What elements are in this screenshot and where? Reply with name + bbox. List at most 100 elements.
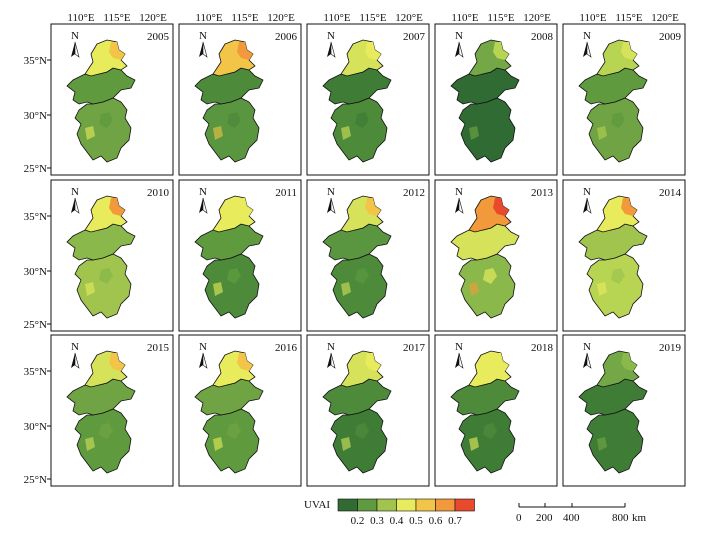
region-patch <box>597 282 607 296</box>
north-label: N <box>199 30 207 42</box>
legend-swatch <box>396 498 417 512</box>
map-panel-2008: N 2008 <box>434 23 558 176</box>
map-panel-2009: N 2009 <box>562 23 686 176</box>
longitude-tick-label: 120°E <box>651 12 679 24</box>
latitude-tick-label: 25°N <box>24 474 47 486</box>
longitude-tick-label: 115°E <box>359 12 386 24</box>
longitude-tick-label: 120°E <box>523 12 551 24</box>
panel-year: 2011 <box>275 187 297 199</box>
region-patch <box>597 126 607 140</box>
north-label: N <box>583 30 591 42</box>
region-patch <box>341 126 351 140</box>
region-patch <box>99 112 113 128</box>
region-south <box>202 97 260 163</box>
panel-year: 2019 <box>659 342 682 354</box>
legend-swatch <box>357 498 378 512</box>
legend-label: 0.7 <box>448 515 462 527</box>
region-patch <box>341 437 351 451</box>
scale-bar: 0 200 400 800 km <box>516 503 647 524</box>
region-patch <box>85 282 95 296</box>
map-panels: N 2005 N 2006 N 2007 N 2008 N 2009 N 2010 N 2011 N 2012… <box>50 23 686 487</box>
region-south <box>458 253 516 319</box>
latitude-tick-label: 25°N <box>24 163 47 175</box>
longitude-tick-label: 110°E <box>195 12 222 24</box>
region-north-tip <box>621 42 637 60</box>
region-south <box>330 97 388 163</box>
region-north-tip <box>365 198 381 216</box>
legend-title: UVAI <box>304 499 330 511</box>
panel-year: 2012 <box>403 187 425 199</box>
region-patch <box>213 282 223 296</box>
map-panel-2018: N 2018 <box>434 334 558 487</box>
region-patch <box>611 268 625 284</box>
map-panel-2011: N 2011 <box>178 179 302 332</box>
panel-year: 2005 <box>147 31 170 43</box>
longitude-tick-label: 115°E <box>615 12 642 24</box>
region-patch <box>611 423 625 439</box>
region-north-tip <box>493 353 509 371</box>
left-latitude-ticks: 35°N 30°N 25°N 35°N 30°N 25°N 35°N 30°N 25°N <box>24 55 51 486</box>
region-north-tip <box>621 198 637 216</box>
map-panel-2013: N 2013 <box>434 179 558 332</box>
region-patch <box>99 268 113 284</box>
legend-swatch <box>376 498 397 512</box>
region-south <box>74 253 132 319</box>
north-label: N <box>583 341 591 353</box>
region-patch <box>213 126 223 140</box>
panel-year: 2013 <box>531 187 554 199</box>
legend-swatch <box>454 498 475 512</box>
region-south <box>330 253 388 319</box>
panel-year: 2017 <box>403 342 426 354</box>
region-patch <box>99 423 113 439</box>
region-patch <box>483 423 497 439</box>
region-patch <box>227 423 241 439</box>
region-north-tip <box>237 42 253 60</box>
panel-year: 2016 <box>275 342 298 354</box>
region-patch <box>611 112 625 128</box>
region-north-tip <box>493 198 509 216</box>
region-north-tip <box>237 198 253 216</box>
region-south <box>586 408 644 474</box>
region-patch <box>355 268 369 284</box>
north-label: N <box>327 341 335 353</box>
panel-year: 2015 <box>147 342 170 354</box>
map-panel-2017: N 2017 <box>306 334 430 487</box>
region-south <box>202 408 260 474</box>
legend-swatch <box>435 498 456 512</box>
region-north-tip <box>621 353 637 371</box>
legend-label: 0.2 <box>351 515 365 527</box>
region-south <box>586 97 644 163</box>
region-patch <box>227 112 241 128</box>
scale-label-400: 400 <box>563 512 580 524</box>
map-panel-2014: N 2014 <box>562 179 686 332</box>
panel-year: 2009 <box>659 31 682 43</box>
north-label: N <box>71 341 79 353</box>
region-north-tip <box>109 42 125 60</box>
longitude-tick-label: 115°E <box>231 12 258 24</box>
north-label: N <box>199 341 207 353</box>
latitude-tick-label: 35°N <box>24 211 47 223</box>
region-patch <box>597 437 607 451</box>
longitude-tick-label: 110°E <box>323 12 350 24</box>
panel-year: 2014 <box>659 187 682 199</box>
longitude-tick-label: 120°E <box>267 12 295 24</box>
region-north-tip <box>109 198 125 216</box>
map-panel-2007: N 2007 <box>306 23 430 176</box>
region-patch <box>341 282 351 296</box>
region-south <box>458 97 516 163</box>
legend-label: 0.6 <box>429 515 443 527</box>
region-north-tip <box>493 42 509 60</box>
latitude-tick-label: 35°N <box>24 55 47 67</box>
region-south <box>458 408 516 474</box>
north-label: N <box>455 30 463 42</box>
north-label: N <box>199 186 207 198</box>
map-panel-2012: N 2012 <box>306 179 430 332</box>
region-north-tip <box>365 353 381 371</box>
map-panel-2006: N 2006 <box>178 23 302 176</box>
longitude-tick-label: 115°E <box>487 12 514 24</box>
region-patch <box>483 268 497 284</box>
region-south <box>586 253 644 319</box>
scale-unit: km <box>632 512 647 524</box>
region-south <box>202 253 260 319</box>
